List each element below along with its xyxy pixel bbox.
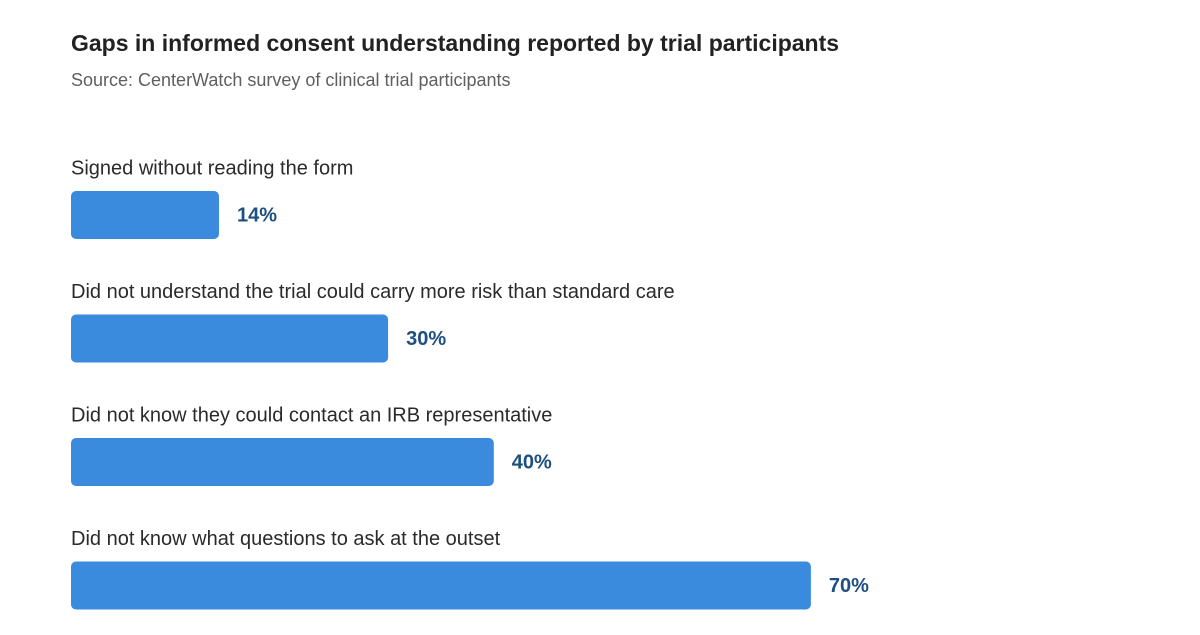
category-label: Did not understand the trial could carry… xyxy=(71,281,675,303)
value-label: 30% xyxy=(406,328,446,350)
category-label: Signed without reading the form xyxy=(71,157,353,179)
bar xyxy=(71,191,219,239)
chart-title: Gaps in informed consent understanding r… xyxy=(71,30,839,56)
bar xyxy=(71,314,389,363)
value-label: 14% xyxy=(237,204,277,226)
value-label: 70% xyxy=(829,575,869,597)
bar xyxy=(71,561,811,610)
bar xyxy=(71,438,494,486)
chart-subtitle: Source: CenterWatch survey of clinical t… xyxy=(71,70,511,90)
category-label: Did not know what questions to ask at th… xyxy=(71,528,501,550)
value-label: 40% xyxy=(512,451,552,473)
category-label: Did not know they could contact an IRB r… xyxy=(71,404,552,426)
